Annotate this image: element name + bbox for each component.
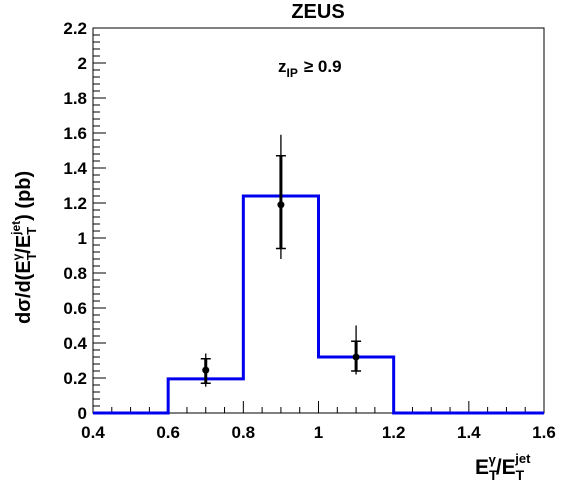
x-axis-title: ETγ/ETjet [475, 451, 531, 483]
x-tick-label: 0.4 [81, 423, 105, 442]
data-point [351, 325, 362, 375]
y-tick-label: 0.4 [63, 334, 87, 353]
y-tick-label: 0.6 [63, 299, 87, 318]
y-axis-title: dσ/d(ETγ/ETjet) (pb) [9, 171, 39, 324]
point-marker [352, 353, 360, 361]
x-tick-label: 1.4 [457, 423, 481, 442]
annotation-zip: zIP ≥ 0.9 [278, 57, 342, 80]
x-tick-label: 0.8 [232, 423, 256, 442]
y-tick-label: 1.2 [63, 194, 87, 213]
y-tick-label: 2.2 [63, 19, 87, 38]
y-tick-label: 1.4 [63, 159, 87, 178]
y-tick-label: 1 [78, 229, 87, 248]
x-tick-label: 1 [314, 423, 323, 442]
point-marker [202, 366, 210, 374]
chart-title: ZEUS [291, 1, 344, 23]
y-tick-label: 0.8 [63, 264, 87, 283]
y-tick-label: 1.8 [63, 89, 87, 108]
y-tick-label: 0 [78, 404, 87, 423]
y-tick-label: 0.2 [63, 369, 87, 388]
x-tick-label: 1.6 [532, 423, 556, 442]
x-tick-label: 0.6 [156, 423, 180, 442]
point-marker [277, 201, 285, 209]
histogram-line [93, 194, 544, 415]
x-axis: 0.4 0.6 0.8 1 1.2 1.4 1.6 [81, 401, 556, 442]
x-tick-label: 1.2 [382, 423, 406, 442]
y-tick-label: 1.6 [63, 124, 87, 143]
data-points [200, 134, 362, 387]
data-point [200, 353, 211, 387]
y-tick-label: 2 [78, 54, 87, 73]
data-point [275, 134, 286, 259]
y-axis: 0 0.2 0.4 0.6 0.8 1 1.2 1.4 1.6 1.8 2 2.2 [63, 19, 106, 423]
